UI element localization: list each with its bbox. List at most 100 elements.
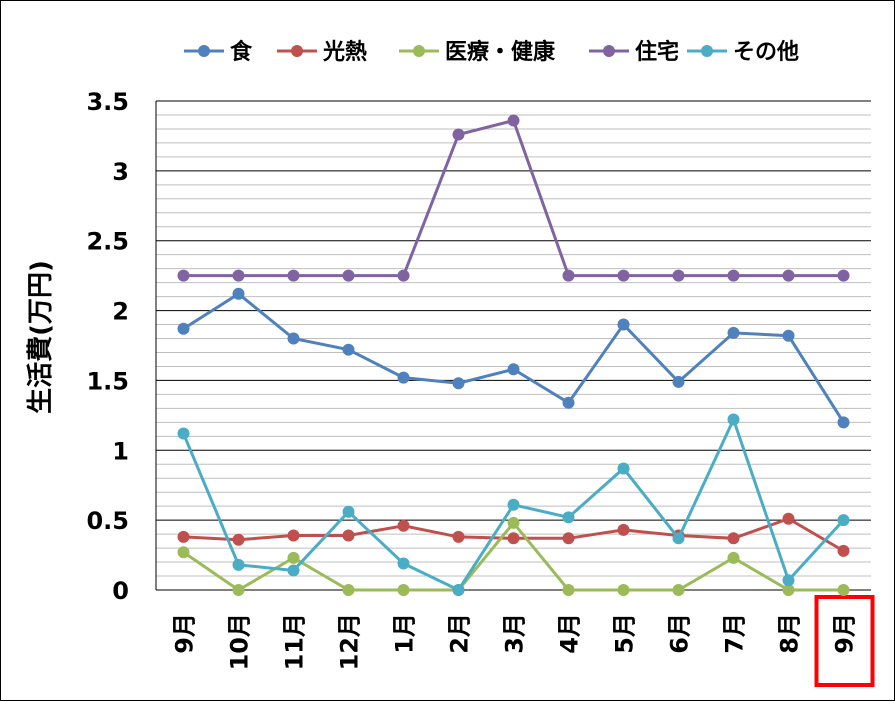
data-point xyxy=(507,114,520,127)
legend-marker xyxy=(701,45,713,57)
data-point xyxy=(342,269,355,282)
data-point xyxy=(617,269,630,282)
data-point xyxy=(562,532,575,545)
data-point xyxy=(782,512,795,525)
data-point xyxy=(782,574,795,587)
data-point xyxy=(287,269,300,282)
data-point xyxy=(397,269,410,282)
legend-label: 医療・健康 xyxy=(445,39,556,65)
data-point xyxy=(837,416,850,429)
x-tick-label: 12月 xyxy=(336,613,364,670)
y-tick-label: 0 xyxy=(112,577,129,605)
x-tick-label: 9月 xyxy=(831,613,859,654)
data-point xyxy=(177,546,190,559)
data-point xyxy=(287,529,300,542)
x-tick-label: 6月 xyxy=(666,613,694,654)
legend-label: 光熱 xyxy=(322,39,367,65)
legend-marker xyxy=(603,45,615,57)
y-tick-label: 1.5 xyxy=(86,367,129,395)
legend-label: 住宅 xyxy=(635,39,679,65)
data-point xyxy=(727,413,740,426)
data-point xyxy=(782,584,795,596)
series-line xyxy=(182,291,845,424)
legend-label: 食 xyxy=(230,39,253,65)
data-point xyxy=(672,375,685,388)
data-point xyxy=(837,269,850,282)
y-axis-title: 生活費(万円) xyxy=(26,260,56,414)
data-point xyxy=(617,462,630,475)
data-point xyxy=(562,396,575,409)
data-point xyxy=(452,584,465,596)
legend-label: その他 xyxy=(733,40,799,65)
data-point xyxy=(507,363,520,376)
data-point xyxy=(177,530,190,543)
data-point xyxy=(837,544,850,557)
legend-marker xyxy=(198,45,210,57)
data-point xyxy=(507,498,520,511)
data-point xyxy=(342,343,355,356)
data-point xyxy=(452,128,465,141)
data-point xyxy=(342,529,355,542)
data-point xyxy=(177,269,190,282)
x-tick-label: 1月 xyxy=(391,613,419,654)
y-tick-label: 3.5 xyxy=(86,88,129,116)
y-tick-label: 0.5 xyxy=(86,507,129,535)
data-point xyxy=(177,322,190,335)
data-point xyxy=(177,427,190,440)
data-point xyxy=(287,332,300,345)
x-tick-label: 5月 xyxy=(611,613,639,654)
data-point xyxy=(232,558,245,571)
data-point xyxy=(562,511,575,524)
y-tick-label: 1 xyxy=(112,437,129,465)
data-point xyxy=(837,584,850,596)
data-point xyxy=(342,505,355,518)
data-point xyxy=(397,519,410,532)
data-point xyxy=(562,584,575,596)
y-tick-label: 2 xyxy=(112,298,129,326)
x-tick-label: 10月 xyxy=(226,613,254,670)
data-point xyxy=(452,377,465,390)
data-point xyxy=(507,532,520,545)
data-point xyxy=(617,523,630,536)
x-tick-label: 2月 xyxy=(446,613,474,654)
data-point xyxy=(562,269,575,282)
data-point xyxy=(507,516,520,529)
data-point xyxy=(397,557,410,570)
data-point xyxy=(782,269,795,282)
data-point xyxy=(727,269,740,282)
data-point xyxy=(727,551,740,564)
data-point xyxy=(617,318,630,331)
data-point xyxy=(452,530,465,543)
data-point xyxy=(232,584,245,596)
data-point xyxy=(727,326,740,339)
data-point xyxy=(232,269,245,282)
x-tick-label: 11月 xyxy=(281,613,309,670)
x-tick-label: 7月 xyxy=(721,613,749,654)
data-point xyxy=(397,371,410,384)
data-point xyxy=(232,533,245,546)
data-point xyxy=(727,532,740,545)
legend-marker xyxy=(413,45,425,57)
data-point xyxy=(342,584,355,596)
data-point xyxy=(837,514,850,527)
x-tick-label: 8月 xyxy=(776,613,804,654)
data-point xyxy=(232,287,245,300)
y-tick-label: 2.5 xyxy=(86,228,129,256)
data-point xyxy=(397,584,410,596)
data-point xyxy=(672,269,685,282)
legend-marker xyxy=(291,45,303,57)
x-tick-label: 4月 xyxy=(556,613,584,654)
y-tick-label: 3 xyxy=(112,158,129,186)
highlight-box xyxy=(814,595,875,687)
data-point xyxy=(287,564,300,577)
data-point xyxy=(617,584,630,596)
series-line xyxy=(183,118,844,278)
data-point xyxy=(287,551,300,564)
data-point xyxy=(672,532,685,545)
data-point xyxy=(672,584,685,596)
x-tick-label: 9月 xyxy=(171,613,199,654)
data-point xyxy=(782,329,795,342)
x-tick-label: 3月 xyxy=(501,613,529,654)
